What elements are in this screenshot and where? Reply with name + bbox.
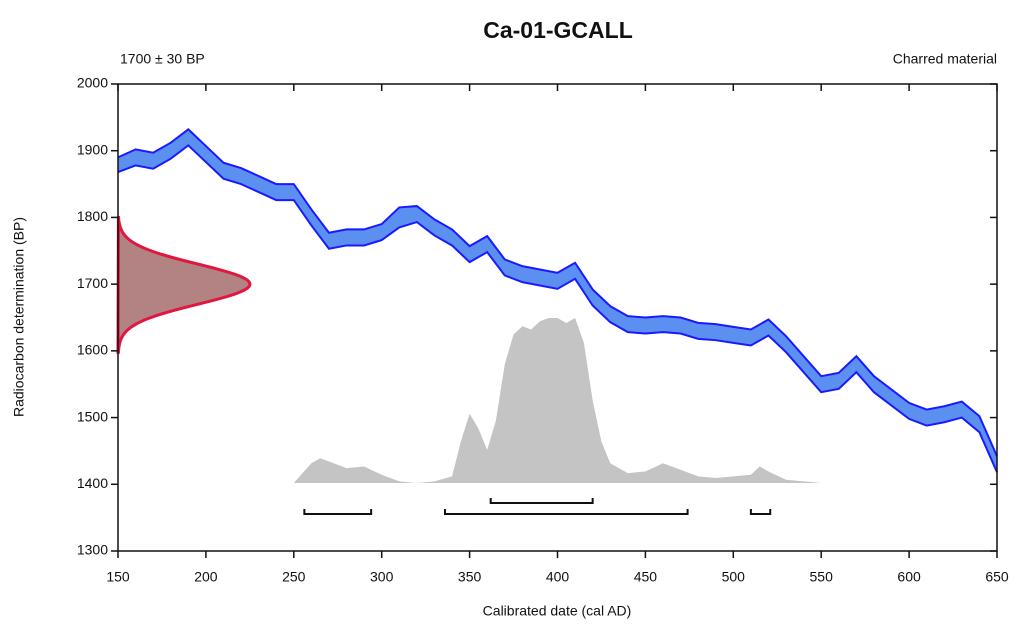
x-tick-label: 400: [546, 569, 570, 585]
calibration-upper: [117, 128, 998, 457]
posterior-area: [293, 318, 874, 483]
y-tick-label: 1800: [77, 208, 108, 224]
calibration-lower: [117, 144, 998, 473]
x-tick-label: 600: [897, 569, 921, 585]
x-axis-label: Calibrated date (cal AD): [483, 603, 632, 619]
x-tick-label: 550: [810, 569, 834, 585]
range-bracket: [303, 509, 373, 515]
range-bracket: [749, 509, 772, 515]
y-tick-label: 1500: [77, 408, 108, 424]
measurement-distribution: [116, 215, 252, 354]
x-tick-label: 650: [985, 569, 1009, 585]
y-tick-label: 1600: [77, 342, 108, 358]
range-bracket: [489, 498, 594, 504]
y-tick-label: 1400: [77, 475, 108, 491]
y-axis-label: Radiocarbon determination (BP): [11, 217, 27, 417]
range-bracket: [443, 509, 689, 515]
x-tick-label: 200: [194, 569, 218, 585]
x-tick-label: 450: [634, 569, 658, 585]
measurement-label: 1700 ± 30 BP: [120, 51, 205, 67]
x-tick-label: 500: [722, 569, 746, 585]
chart-title: Ca-01-GCALL: [483, 17, 633, 43]
y-tick-label: 1300: [77, 542, 108, 558]
x-tick-label: 150: [106, 569, 130, 585]
x-tick-label: 350: [458, 569, 482, 585]
x-tick-label: 300: [370, 569, 394, 585]
material-label: Charred material: [893, 51, 997, 67]
y-tick-label: 1900: [77, 141, 108, 157]
x-tick-label: 250: [282, 569, 306, 585]
y-tick-label: 1700: [77, 275, 108, 291]
y-tick-label: 2000: [77, 75, 108, 91]
